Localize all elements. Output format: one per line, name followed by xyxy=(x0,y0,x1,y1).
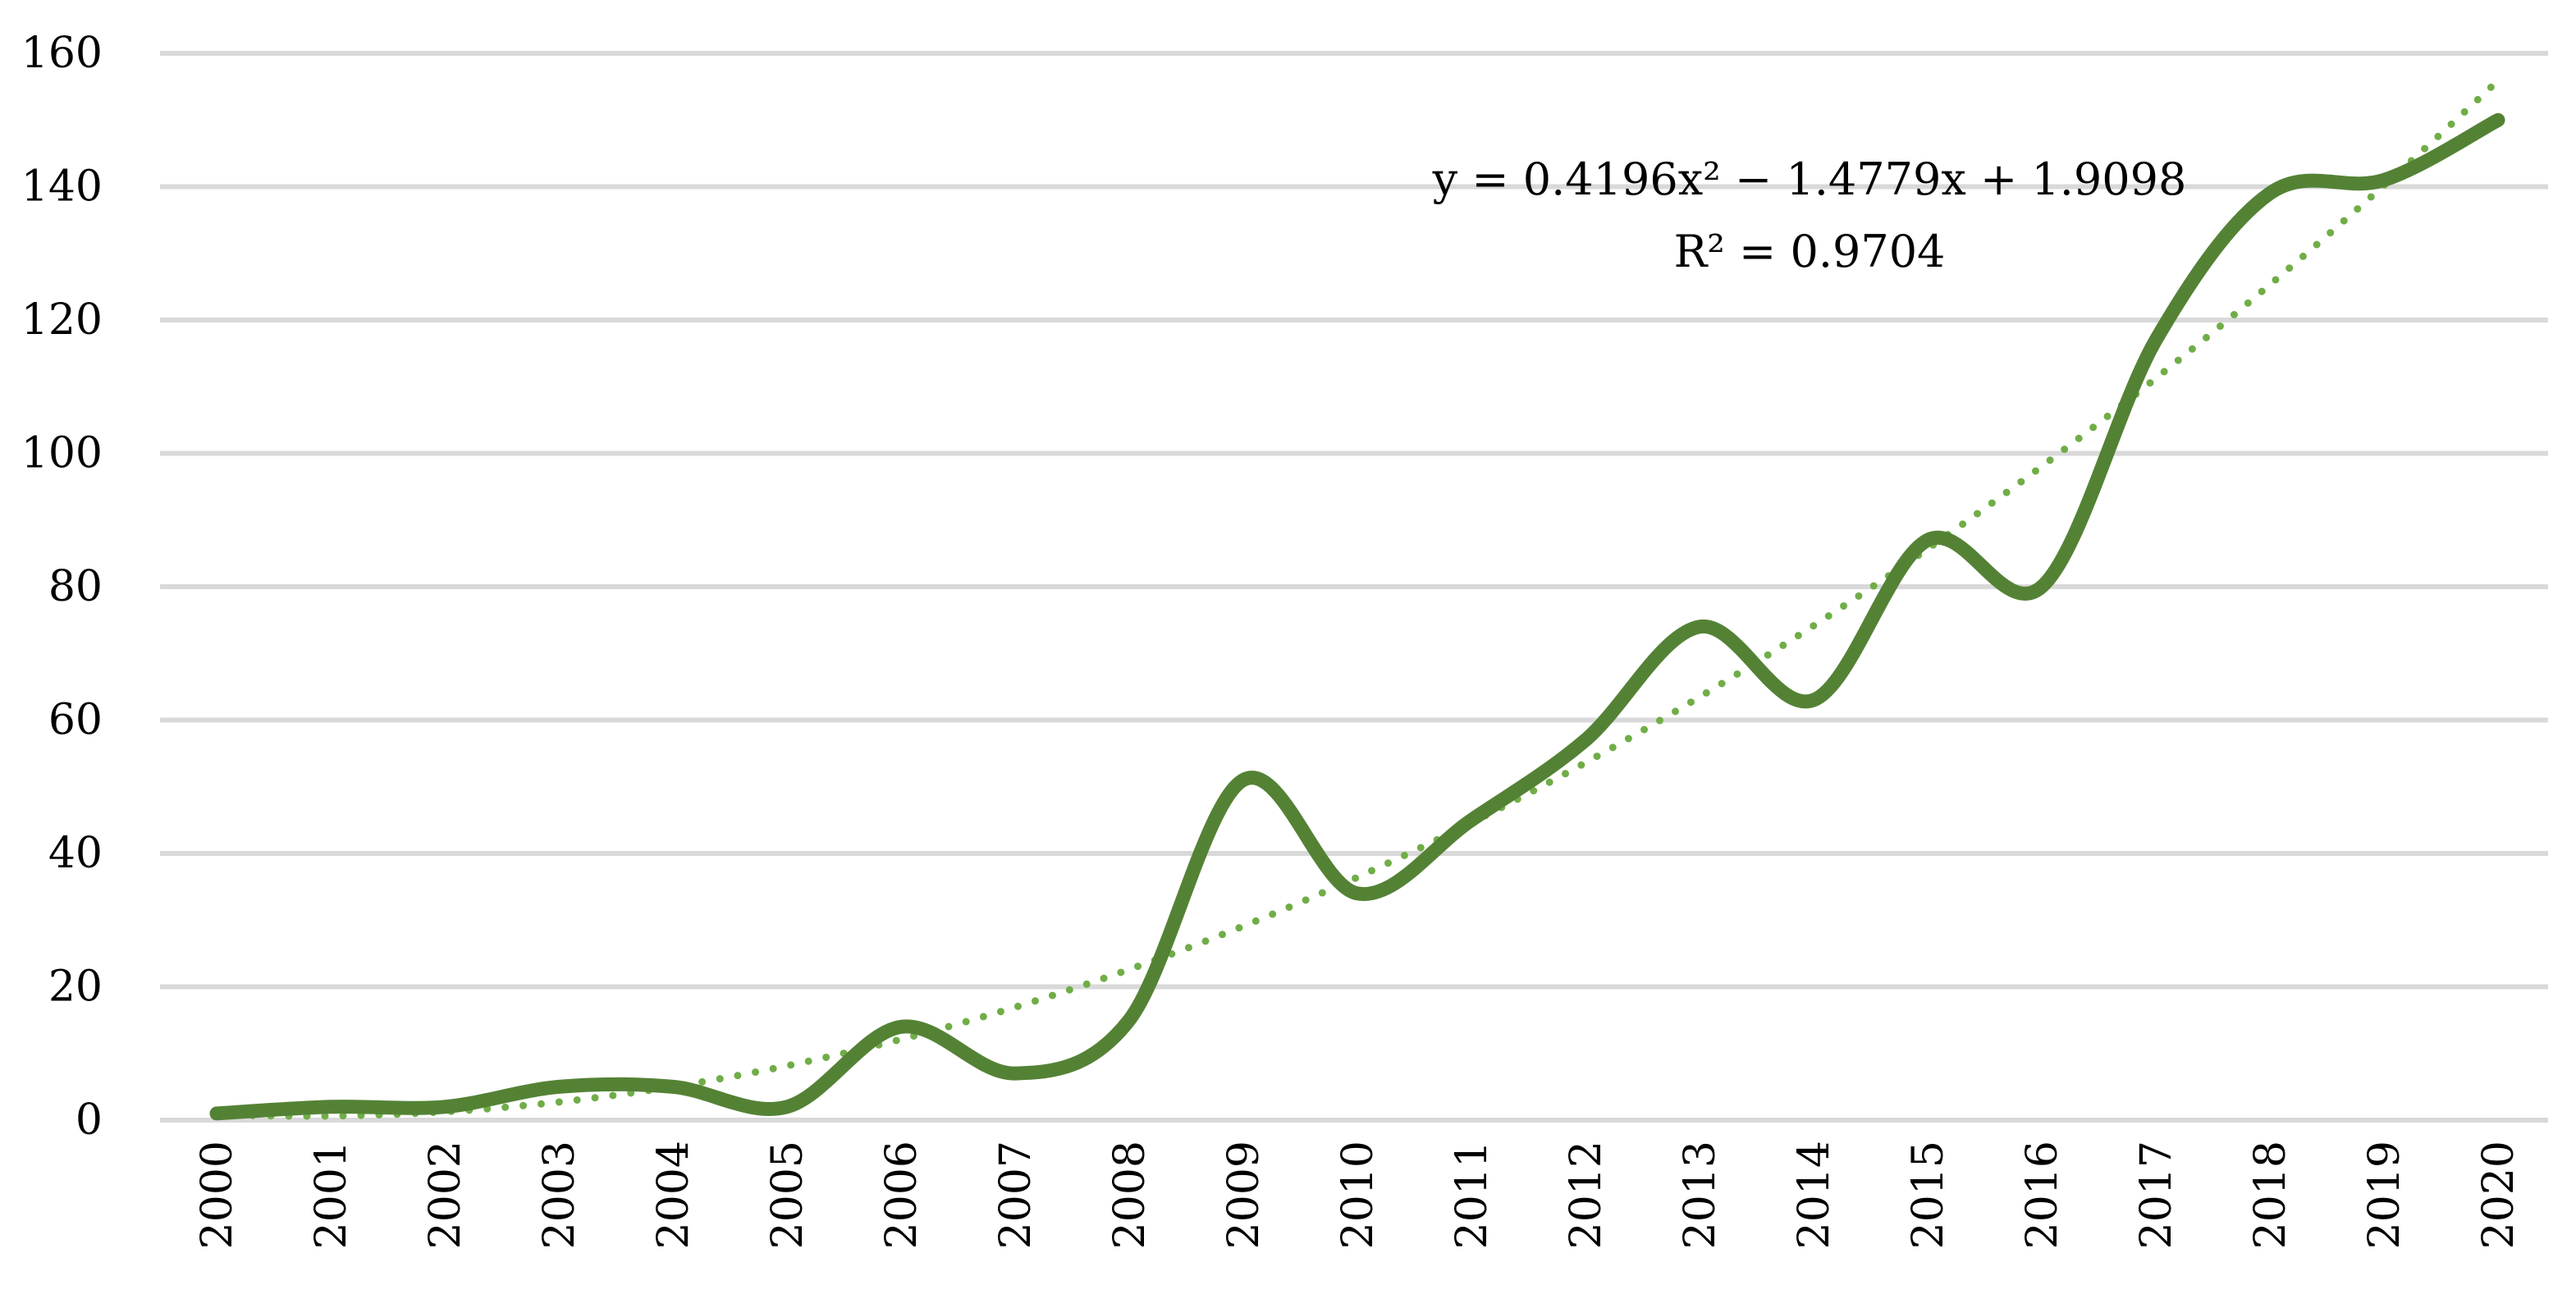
x-tick-label: 2004 xyxy=(649,1141,698,1249)
x-tick-label: 2020 xyxy=(2474,1141,2523,1249)
trendline-path xyxy=(213,76,2502,1120)
x-tick-label: 2013 xyxy=(1676,1141,1725,1249)
x-tick-label: 2017 xyxy=(2132,1141,2181,1249)
x-tick-label: 2011 xyxy=(1448,1141,1497,1249)
trendline xyxy=(213,76,2502,1120)
x-axis-tick-labels: 2000 2001 2002 2003 2004 2005 2006 2007 2008 2009… xyxy=(193,1141,2523,1249)
y-tick-label: 140 xyxy=(21,162,103,212)
trendline-r-squared: R² = 0.9704 xyxy=(1674,226,1946,277)
x-tick-label: 2018 xyxy=(2246,1141,2295,1249)
x-tick-label: 2006 xyxy=(877,1141,927,1249)
gridlines xyxy=(160,51,2548,1123)
x-tick-label: 2005 xyxy=(763,1141,812,1249)
series-line xyxy=(209,112,2505,1121)
series xyxy=(209,112,2505,1121)
x-tick-label: 2014 xyxy=(1790,1141,1839,1249)
x-tick-label: 2010 xyxy=(1334,1141,1383,1249)
x-tick-label: 2002 xyxy=(421,1141,470,1249)
y-tick-label: 40 xyxy=(48,829,103,878)
trendline-annotation: y = 0.4196x² − 1.4779x + 1.9098 R² = 0.9… xyxy=(1432,153,2187,277)
x-tick-label: 2007 xyxy=(991,1141,1041,1249)
y-tick-label: 160 xyxy=(21,29,103,78)
y-tick-label: 60 xyxy=(48,696,103,745)
x-tick-label: 2009 xyxy=(1219,1141,1269,1249)
x-tick-label: 2019 xyxy=(2360,1141,2409,1249)
y-tick-label: 0 xyxy=(75,1095,103,1145)
x-tick-label: 2003 xyxy=(535,1141,584,1249)
y-tick-label: 100 xyxy=(21,429,103,478)
y-axis-tick-labels: 0 20 40 60 80 100 120 140 160 xyxy=(21,29,103,1145)
x-tick-label: 2016 xyxy=(2018,1141,2067,1249)
trendline-equation: y = 0.4196x² − 1.4779x + 1.9098 xyxy=(1432,153,2187,205)
x-tick-label: 2012 xyxy=(1562,1141,1611,1249)
y-tick-label: 20 xyxy=(48,963,103,1012)
y-tick-label: 120 xyxy=(21,295,103,345)
x-tick-label: 2008 xyxy=(1105,1141,1155,1249)
x-tick-label: 2000 xyxy=(193,1141,242,1249)
x-tick-label: 2001 xyxy=(307,1141,356,1249)
y-tick-label: 80 xyxy=(48,562,103,611)
x-tick-label: 2015 xyxy=(1904,1141,1953,1249)
